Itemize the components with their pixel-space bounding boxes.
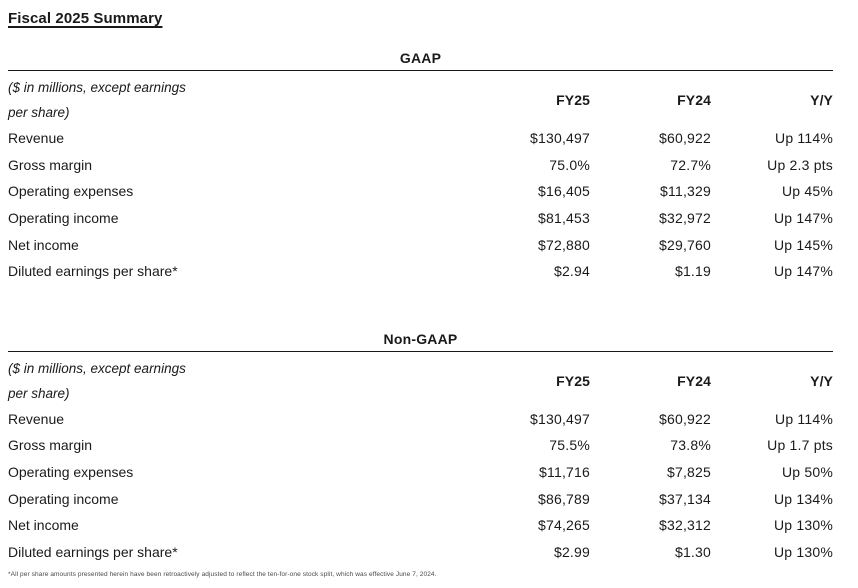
fy24-value: $29,760 bbox=[658, 236, 711, 253]
gaap-top-rule bbox=[8, 70, 833, 71]
yy-value: Up 114% bbox=[775, 130, 833, 147]
table-row: Gross margin 75.0% 72.7% Up 2.3 pts bbox=[8, 152, 833, 179]
row-label: Operating expenses bbox=[8, 464, 134, 481]
fy24-value: $11,329 bbox=[660, 183, 711, 200]
fy25-value: $2.99 bbox=[553, 543, 590, 560]
fy24-value: $32,312 bbox=[658, 517, 711, 534]
unit-note-line-2: per share) bbox=[8, 105, 70, 120]
fy25-value: $86,789 bbox=[537, 490, 590, 507]
page-title: Fiscal 2025 Summary bbox=[8, 10, 163, 27]
unit-note-line-2: per share) bbox=[8, 385, 70, 401]
table-row: Revenue $130,497 $60,922 Up 114% bbox=[8, 406, 833, 433]
gaap-section-title: GAAP bbox=[399, 50, 442, 66]
table-row: Net income $72,880 $29,760 Up 145% bbox=[8, 231, 833, 258]
fy25-value: 75.5% bbox=[549, 437, 590, 454]
table-row: Operating income $86,789 $37,134 Up 134% bbox=[8, 485, 833, 512]
table-row: Gross margin 75.5% 73.8% Up 1.7 pts bbox=[8, 432, 833, 459]
yy-value: Up 2.3 pts bbox=[767, 156, 833, 173]
row-label: Net income bbox=[8, 517, 79, 534]
non-gaap-header-row: ($ in millions, except earnings per shar… bbox=[8, 352, 833, 406]
non-gaap-column-header-fy25: FY25 bbox=[556, 372, 590, 389]
gaap-unit-note: ($ in millions, except earnings per shar… bbox=[8, 75, 410, 125]
fy24-value: $60,922 bbox=[658, 130, 711, 147]
yy-value: Up 147% bbox=[774, 263, 833, 280]
row-label: Operating income bbox=[8, 490, 119, 507]
row-label: Diluted earnings per share* bbox=[8, 543, 178, 560]
table-row: Operating income $81,453 $32,972 Up 147% bbox=[8, 205, 833, 232]
fy25-value: $16,405 bbox=[537, 183, 590, 200]
yy-value: Up 114% bbox=[775, 410, 833, 427]
table-row: Diluted earnings per share* $2.99 $1.30 … bbox=[8, 539, 833, 566]
fy24-value: $7,825 bbox=[666, 464, 711, 481]
fy24-value: $32,972 bbox=[658, 210, 711, 227]
yy-value: Up 130% bbox=[774, 543, 833, 560]
fy24-value: $37,134 bbox=[658, 490, 711, 507]
table-row: Operating expenses $11,716 $7,825 Up 50% bbox=[8, 459, 833, 486]
row-label: Operating expenses bbox=[8, 183, 134, 200]
fy25-value: $2.94 bbox=[553, 263, 590, 280]
non-gaap-column-header-yy: Y/Y bbox=[810, 372, 833, 389]
fy24-value: 72.7% bbox=[670, 156, 711, 173]
non-gaap-unit-note: ($ in millions, except earnings per shar… bbox=[8, 356, 410, 406]
fy25-value: $74,265 bbox=[537, 517, 590, 534]
fy25-value: 75.0% bbox=[549, 156, 590, 173]
table-row: Operating expenses $16,405 $11,329 Up 45… bbox=[8, 178, 833, 205]
yy-value: Up 147% bbox=[774, 210, 833, 227]
fy24-value: $60,922 bbox=[658, 410, 711, 427]
yy-value: Up 50% bbox=[781, 464, 833, 481]
row-label: Gross margin bbox=[8, 156, 93, 173]
fy24-value: $1.30 bbox=[674, 543, 711, 560]
row-label: Revenue bbox=[8, 410, 65, 427]
non-gaap-section-title: Non-GAAP bbox=[383, 330, 458, 347]
row-label: Net income bbox=[8, 236, 79, 253]
unit-note-line-1: ($ in millions, except earnings bbox=[8, 80, 186, 95]
row-label: Gross margin bbox=[8, 437, 93, 454]
gaap-header-row: ($ in millions, except earnings per shar… bbox=[8, 71, 833, 125]
fy25-value: $72,880 bbox=[537, 236, 590, 253]
fy25-value: $130,497 bbox=[530, 130, 590, 147]
row-label: Diluted earnings per share* bbox=[8, 263, 178, 280]
table-row: Diluted earnings per share* $2.94 $1.19 … bbox=[8, 258, 833, 285]
yy-value: Up 134% bbox=[774, 490, 833, 507]
fy24-value: 73.8% bbox=[670, 437, 711, 454]
non-gaap-table: Non-GAAP ($ in millions, except earnings… bbox=[8, 332, 833, 566]
yy-value: Up 1.7 pts bbox=[767, 437, 833, 454]
fy25-value: $130,497 bbox=[530, 410, 590, 427]
fy25-value: $11,716 bbox=[539, 464, 590, 481]
table-row: Revenue $130,497 $60,922 Up 114% bbox=[8, 125, 833, 152]
gaap-table: GAAP ($ in millions, except earnings per… bbox=[8, 51, 833, 285]
table-row: Net income $74,265 $32,312 Up 130% bbox=[8, 512, 833, 539]
non-gaap-column-header-fy24: FY24 bbox=[677, 372, 711, 389]
yy-value: Up 130% bbox=[774, 517, 833, 534]
yy-value: Up 145% bbox=[774, 236, 833, 253]
fy24-value: $1.19 bbox=[674, 263, 711, 280]
gaap-column-header-fy24: FY24 bbox=[677, 92, 711, 108]
fy25-value: $81,453 bbox=[537, 210, 590, 227]
footnote: *All per share amounts presented herein … bbox=[8, 571, 437, 579]
row-label: Revenue bbox=[8, 130, 65, 147]
unit-note-line-1: ($ in millions, except earnings bbox=[8, 360, 186, 376]
gaap-column-header-yy: Y/Y bbox=[810, 92, 833, 108]
row-label: Operating income bbox=[8, 210, 119, 227]
non-gaap-top-rule bbox=[8, 350, 833, 352]
yy-value: Up 45% bbox=[781, 183, 833, 200]
gaap-column-header-fy25: FY25 bbox=[556, 92, 590, 108]
fiscal-summary-page: Fiscal 2025 Summary GAAP ($ in millions,… bbox=[8, 10, 833, 579]
